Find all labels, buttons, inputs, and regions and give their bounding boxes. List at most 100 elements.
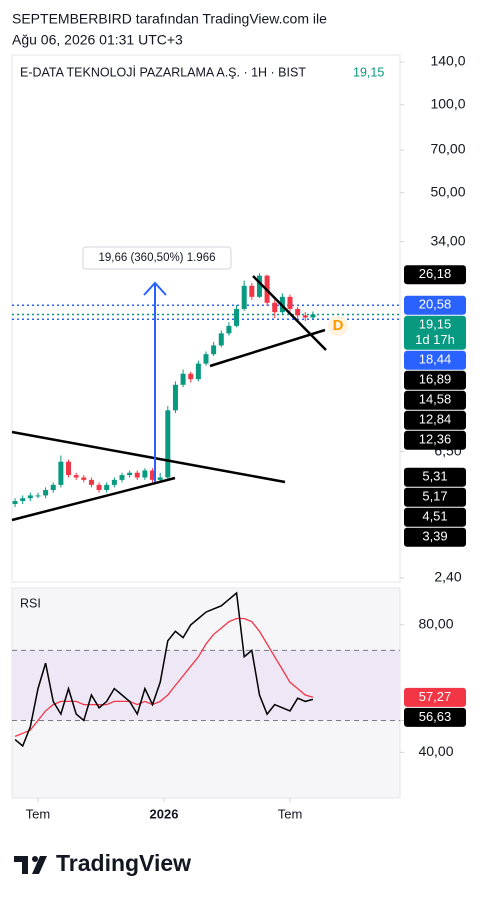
logo-dot bbox=[32, 856, 38, 862]
arrow-head bbox=[143, 281, 167, 296]
x-tick-label: 2026 bbox=[150, 806, 179, 821]
price-label: 12,36 bbox=[419, 432, 452, 447]
y-tick-label: 34,00 bbox=[430, 232, 465, 248]
price-label-box bbox=[404, 315, 466, 350]
candle-body bbox=[180, 373, 186, 385]
candle-body bbox=[287, 296, 293, 309]
marker: D bbox=[333, 317, 344, 334]
header-line: Ağu 06, 2026 01:31 UTC+3 bbox=[12, 32, 183, 48]
annotation-box bbox=[82, 246, 232, 270]
price-label: 12,84 bbox=[419, 412, 452, 427]
logo-mark bbox=[14, 856, 47, 874]
candle-body bbox=[295, 308, 301, 316]
price-label: 18,44 bbox=[419, 352, 452, 367]
drawings: 19,66 (360,50%) 1.966 D bbox=[11, 246, 348, 522]
price-label-box bbox=[404, 350, 466, 370]
price-label-box bbox=[404, 430, 466, 450]
price-label: 16,89 bbox=[419, 372, 452, 387]
price-label-sub: 1d 17h bbox=[415, 332, 455, 347]
price-label: 5,17 bbox=[422, 489, 447, 504]
candle-body bbox=[50, 484, 56, 491]
price-label: 4,51 bbox=[422, 509, 447, 524]
price-label: 57,27 bbox=[419, 689, 452, 704]
price-label: 56,63 bbox=[419, 709, 452, 724]
candle-body bbox=[310, 314, 316, 318]
candle-body bbox=[20, 498, 26, 502]
candle-body bbox=[73, 475, 79, 478]
y-tick-label: 80,00 bbox=[418, 616, 453, 632]
price-label-box bbox=[404, 410, 466, 430]
price-label-box bbox=[404, 467, 466, 487]
candle-body bbox=[88, 479, 94, 485]
candle-body bbox=[142, 470, 148, 478]
candle-body bbox=[27, 495, 33, 499]
price-label-box bbox=[404, 707, 466, 727]
candle-body bbox=[150, 470, 156, 480]
last-price: 19,15 bbox=[353, 65, 384, 79]
candle-body bbox=[211, 345, 217, 355]
candle-body bbox=[241, 285, 247, 309]
candle-body bbox=[188, 373, 194, 380]
price-label: 26,18 bbox=[419, 266, 452, 281]
price-label-box bbox=[404, 295, 466, 315]
y-tick-label: 70,00 bbox=[430, 141, 465, 157]
price-label-box bbox=[404, 487, 466, 507]
candle-body bbox=[203, 354, 209, 364]
x-tick-label: Tem bbox=[26, 806, 51, 821]
price-label-box bbox=[404, 265, 466, 285]
marker-circle bbox=[328, 316, 348, 336]
candle-body bbox=[226, 325, 232, 334]
candle-body bbox=[96, 484, 102, 491]
rsi-title: RSI bbox=[20, 596, 41, 610]
price-label: 3,39 bbox=[422, 529, 447, 544]
candle-body bbox=[111, 479, 117, 485]
trend-line bbox=[209, 328, 326, 368]
y-tick-label: 2,40 bbox=[434, 569, 461, 585]
rsi-band bbox=[12, 650, 400, 721]
candle-body bbox=[58, 461, 64, 485]
candle-body bbox=[35, 495, 41, 497]
candle-body bbox=[134, 472, 140, 478]
price-label-box bbox=[404, 527, 466, 547]
rsi-line bbox=[14, 591, 314, 748]
trend-line bbox=[252, 275, 327, 351]
price-label: 14,58 bbox=[419, 392, 452, 407]
candle-body bbox=[157, 477, 163, 480]
y-tick-label: 100,0 bbox=[430, 95, 465, 111]
y-tick-label: 40,00 bbox=[418, 743, 453, 759]
candle-body bbox=[234, 308, 240, 326]
annotation: 19,66 (360,50%) 1.966 bbox=[98, 252, 215, 264]
trend-line bbox=[11, 430, 286, 484]
brand: TradingView bbox=[56, 850, 191, 876]
logo: TradingView bbox=[14, 850, 191, 876]
x-tick-label: Tem bbox=[278, 806, 303, 821]
candle-body bbox=[43, 490, 49, 496]
price-label: 20,58 bbox=[419, 297, 452, 312]
price-label-box bbox=[404, 687, 466, 707]
candle-body bbox=[66, 461, 72, 476]
y-tick-label: 140,0 bbox=[430, 53, 465, 69]
price-label-box bbox=[404, 370, 466, 390]
symbol-title: E-DATA TEKNOLOJİ PAZARLAMA A.Ş. · 1H · B… bbox=[20, 65, 306, 79]
candle-body bbox=[218, 333, 224, 346]
candle-body bbox=[165, 410, 171, 478]
candle-body bbox=[302, 315, 308, 318]
price-label-box bbox=[404, 507, 466, 527]
candle-body bbox=[119, 475, 125, 480]
price-label: 19,15 bbox=[419, 317, 452, 332]
header-line: SEPTEMBERBIRD tarafından TradingView.com… bbox=[12, 11, 327, 27]
y-tick-label: 50,00 bbox=[430, 183, 465, 199]
candle-body bbox=[256, 275, 262, 297]
candle-body bbox=[272, 302, 278, 313]
trend-line bbox=[11, 476, 176, 522]
candle-body bbox=[104, 484, 110, 491]
candle-body bbox=[81, 477, 87, 480]
price-label-box bbox=[404, 390, 466, 410]
price-label: 5,31 bbox=[422, 469, 447, 484]
candle-body bbox=[127, 472, 133, 476]
candle-body bbox=[195, 363, 201, 380]
candle-body bbox=[249, 285, 255, 297]
candle-body bbox=[12, 501, 18, 504]
candle-body bbox=[172, 384, 178, 411]
